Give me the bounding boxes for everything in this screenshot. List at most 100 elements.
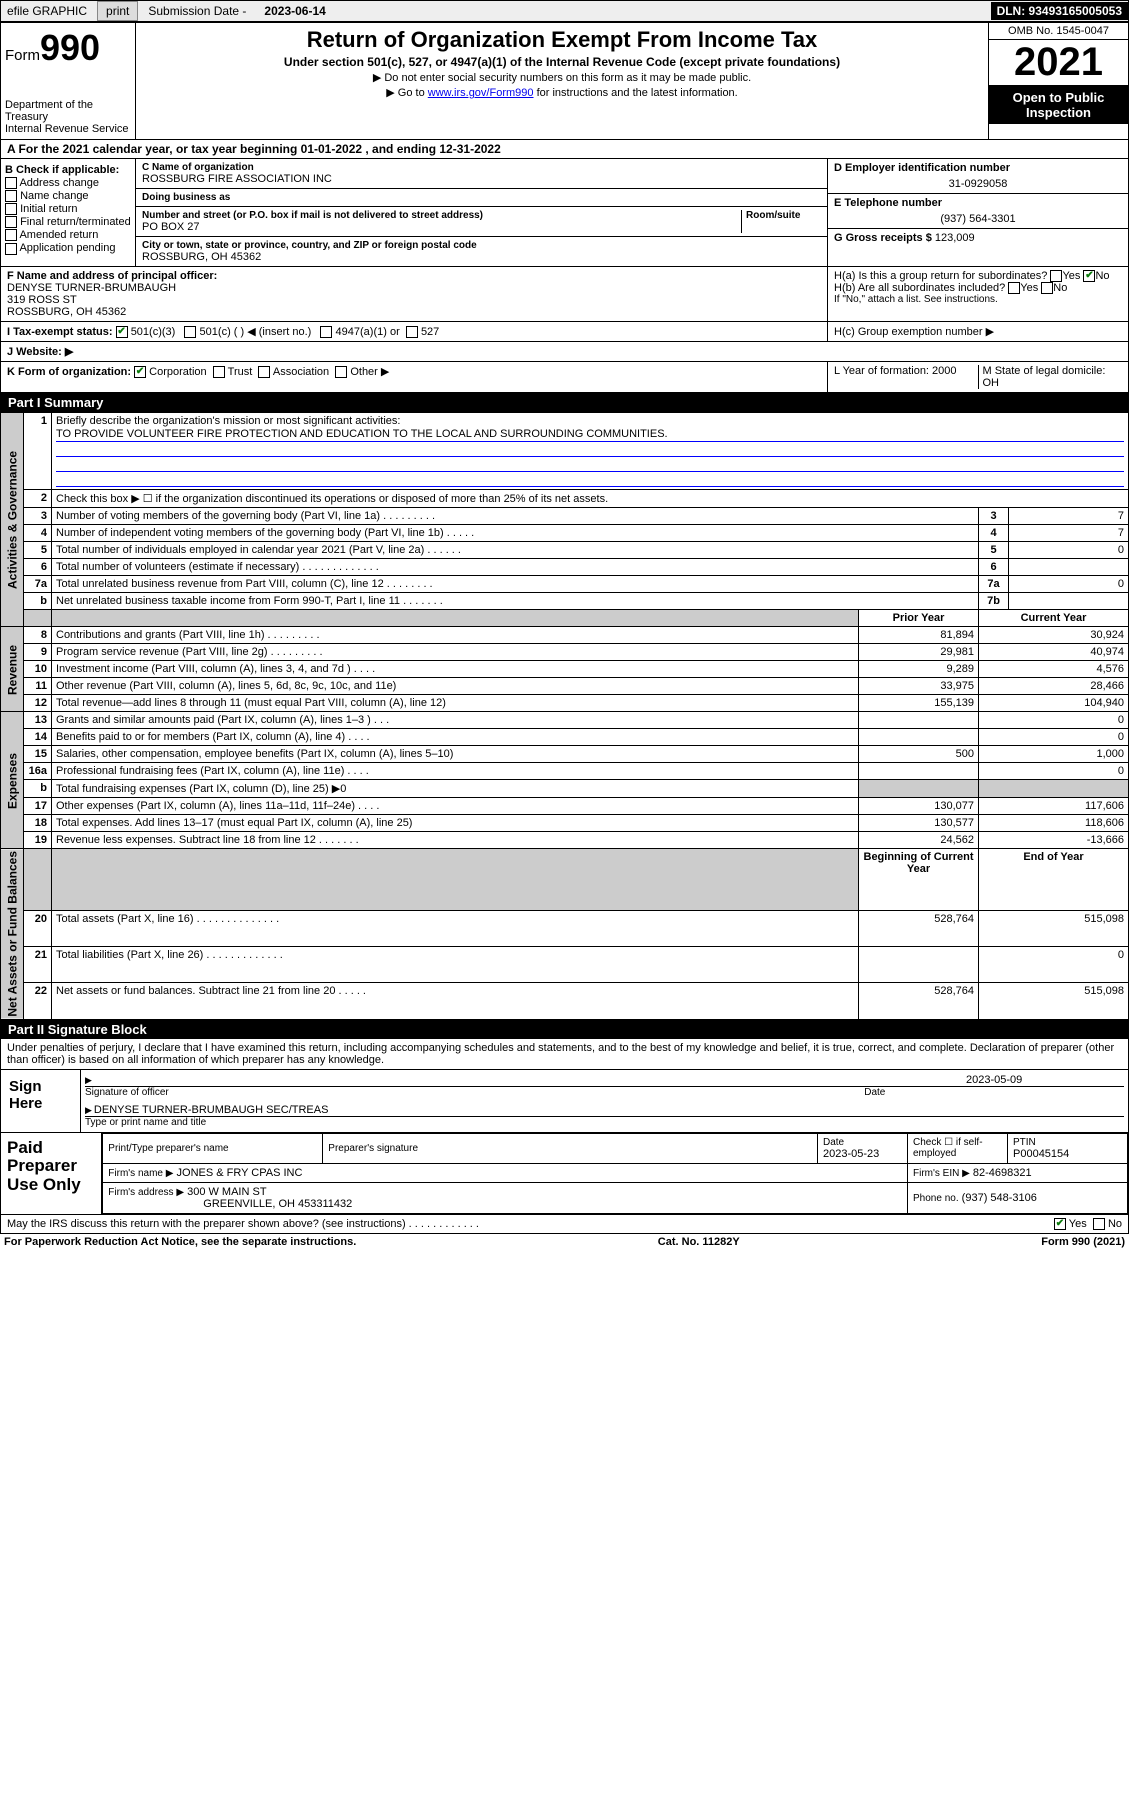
ptin: P00045154 [1013, 1148, 1122, 1160]
table-row: 5Total number of individuals employed in… [1, 542, 1129, 559]
chk-4947[interactable] [320, 326, 332, 338]
g-label: G Gross receipts $ [834, 232, 935, 244]
officer-sig-name: DENYSE TURNER-BRUMBAUGH SEC/TREAS [94, 1104, 329, 1116]
may-discuss-row: May the IRS discuss this return with the… [0, 1215, 1129, 1234]
chk-amended[interactable]: Amended return [5, 229, 131, 241]
row-klm: K Form of organization: Corporation Trus… [0, 362, 1129, 393]
ha-no[interactable] [1083, 270, 1095, 282]
chk-assoc[interactable] [258, 366, 270, 378]
discuss-no[interactable] [1093, 1218, 1105, 1230]
chk-501c3[interactable] [116, 326, 128, 338]
hb-no[interactable] [1041, 282, 1053, 294]
table-row: bTotal fundraising expenses (Part IX, co… [1, 780, 1129, 798]
b-title: B Check if applicable: [5, 164, 131, 176]
chk-corp[interactable] [134, 366, 146, 378]
sign-date: 2023-05-09 [864, 1074, 1124, 1086]
table-row: 17Other expenses (Part IX, column (A), l… [1, 798, 1129, 815]
hdr-end: End of Year [979, 849, 1129, 911]
part2-header: Part II Signature Block [0, 1020, 1129, 1039]
table-row: 18Total expenses. Add lines 13–17 (must … [1, 815, 1129, 832]
table-row: 21Total liabilities (Part X, line 26) . … [1, 947, 1129, 983]
row-j: J Website: ▶ [0, 342, 1129, 362]
line-num: 1 [24, 413, 52, 490]
chk-initial[interactable]: Initial return [5, 203, 131, 215]
prep-h3: Date [823, 1137, 902, 1148]
top-bar: efile GRAPHIC print Submission Date - 20… [0, 0, 1129, 22]
l-year: L Year of formation: 2000 [834, 365, 979, 389]
form-subtitle: Under section 501(c), 527, or 4947(a)(1)… [140, 55, 984, 69]
dept-treasury: Department of the Treasury [5, 99, 131, 123]
header-left: Form990 Department of the Treasury Inter… [1, 23, 136, 139]
h-note: If "No," attach a list. See instructions… [834, 294, 1122, 305]
city-label: City or town, state or province, country… [142, 240, 821, 251]
prep-date: 2023-05-23 [823, 1148, 902, 1160]
print-button[interactable]: print [97, 1, 138, 21]
paid-preparer: Paid Preparer Use Only Print/Type prepar… [0, 1133, 1129, 1215]
addr-label: Number and street (or P.O. box if mail i… [142, 210, 741, 221]
gross-receipts: 123,009 [935, 232, 975, 244]
form-word: Form [5, 47, 40, 64]
col-b: B Check if applicable: Address change Na… [1, 159, 136, 266]
prep-h2: Preparer's signature [328, 1143, 812, 1154]
ha-yes[interactable] [1050, 270, 1062, 282]
chk-pending[interactable]: Application pending [5, 242, 131, 254]
table-row: 20Total assets (Part X, line 16) . . . .… [1, 910, 1129, 946]
col-c: C Name of organizationROSSBURG FIRE ASSO… [136, 159, 828, 266]
q2: Check this box ▶ ☐ if the organization d… [52, 490, 1129, 508]
firm-phone-label: Phone no. [913, 1193, 959, 1204]
hb-yes[interactable] [1008, 282, 1020, 294]
table-row: 4Number of independent voting members of… [1, 525, 1129, 542]
header-mid: Return of Organization Exempt From Incom… [136, 23, 988, 139]
chk-name[interactable]: Name change [5, 190, 131, 202]
chk-501c[interactable] [184, 326, 196, 338]
m-state: M State of legal domicile: OH [979, 365, 1123, 389]
firm-label: Firm's name ▶ [108, 1168, 173, 1179]
side-net: Net Assets or Fund Balances [1, 849, 24, 1020]
prep-h5: PTIN [1013, 1137, 1122, 1148]
paid-prep-label: Paid Preparer Use Only [1, 1133, 102, 1214]
prep-h1: Print/Type preparer's name [108, 1143, 317, 1154]
discuss-yes[interactable] [1054, 1218, 1066, 1230]
room-label: Room/suite [746, 210, 821, 221]
penalties: Under penalties of perjury, I declare th… [0, 1039, 1129, 1070]
sig-date-label: Date [864, 1087, 1124, 1098]
chk-527[interactable] [406, 326, 418, 338]
k-label: K Form of organization: [7, 366, 131, 378]
efile-label: efile GRAPHIC [1, 2, 93, 20]
tax-year: 2021 [989, 40, 1128, 86]
form-title: Return of Organization Exempt From Incom… [140, 27, 984, 53]
omb-number: OMB No. 1545-0047 [989, 23, 1128, 40]
table-row: 15Salaries, other compensation, employee… [1, 746, 1129, 763]
officer-addr1: 319 ROSS ST [7, 294, 77, 306]
chk-other[interactable] [335, 366, 347, 378]
table-row: 6Total number of volunteers (estimate if… [1, 559, 1129, 576]
chk-address[interactable]: Address change [5, 177, 131, 189]
row-a-taxyear: A For the 2021 calendar year, or tax yea… [0, 140, 1129, 159]
hdr-beg: Beginning of Current Year [859, 849, 979, 911]
may-discuss: May the IRS discuss this return with the… [7, 1218, 1054, 1230]
sig-officer-label: Signature of officer [85, 1087, 864, 1098]
firm-addr-label: Firm's address ▶ [108, 1187, 184, 1198]
hdr-prior: Prior Year [859, 610, 979, 627]
firm-phone: (937) 548-3106 [962, 1192, 1037, 1204]
org-name: ROSSBURG FIRE ASSOCIATION INC [142, 173, 821, 185]
table-row: 22Net assets or fund balances. Subtract … [1, 983, 1129, 1019]
j-website: J Website: ▶ [1, 342, 1128, 361]
c-label: C Name of organization [142, 162, 821, 173]
sign-block: Sign Here 2023-05-09 Signature of office… [0, 1070, 1129, 1133]
chk-final[interactable]: Final return/terminated [5, 216, 131, 228]
submission-label: Submission Date - [142, 2, 252, 20]
chk-trust[interactable] [213, 366, 225, 378]
submission-date: 2023-06-14 [256, 2, 333, 20]
block-bcde: B Check if applicable: Address change Na… [0, 159, 1129, 267]
irs-link[interactable]: www.irs.gov/Form990 [428, 87, 534, 99]
table-row: 10Investment income (Part VIII, column (… [1, 661, 1129, 678]
type-name-label: Type or print name and title [85, 1116, 1124, 1128]
hb: H(b) Are all subordinates included? Yes … [834, 282, 1122, 294]
row-ih: I Tax-exempt status: 501(c)(3) 501(c) ( … [0, 322, 1129, 342]
prep-h4: Check ☐ if self-employed [908, 1133, 1008, 1163]
firm-name: JONES & FRY CPAS INC [177, 1167, 303, 1179]
side-expenses: Expenses [1, 712, 24, 849]
table-row: 16aProfessional fundraising fees (Part I… [1, 763, 1129, 780]
open-inspection: Open to Public Inspection [989, 86, 1128, 124]
